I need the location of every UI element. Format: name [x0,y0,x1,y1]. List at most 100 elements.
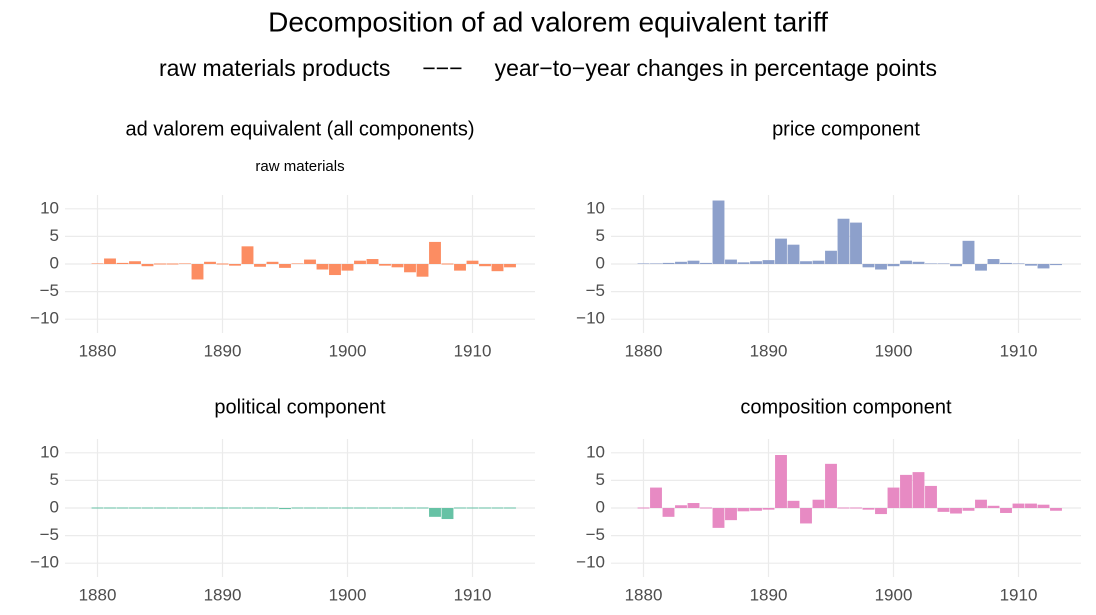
x-tick-label: 1910 [454,341,492,360]
y-tick-label: 5 [596,470,605,489]
bar [404,264,416,273]
bar [504,507,516,509]
bar [687,503,700,508]
bar [1037,264,1050,269]
bar [662,262,675,264]
bar [987,505,1000,508]
y-tick-label: −5 [586,525,605,544]
bar [266,261,279,264]
bar [166,263,179,265]
y-tick-label: 5 [50,470,59,489]
bar [987,259,1000,264]
bar [316,264,329,270]
chart-subtitle: raw materials products −−− year−to−year … [159,55,937,81]
bar [975,499,987,508]
bar [379,507,391,509]
x-tick-label: 1910 [454,585,492,604]
bar [1025,264,1037,266]
y-tick-label: −5 [40,281,59,300]
bar [662,508,675,517]
chart-title: Decomposition of ad valorem equivalent t… [268,6,828,37]
bar [354,260,366,264]
bar [316,507,329,509]
bar [404,507,416,509]
bar [925,485,937,508]
bar [441,263,454,265]
bar [491,507,504,509]
bar [875,508,887,515]
bar [279,264,291,268]
bar [712,508,725,528]
bar [104,258,116,264]
bar [204,507,216,509]
bar [1050,264,1062,266]
bar [962,508,975,511]
y-tick-label: 0 [50,253,59,272]
bar [491,264,504,272]
panel-title: ad valorem equivalent (all components) [125,118,474,140]
bar [241,246,254,264]
y-tick-label: 5 [596,226,605,245]
x-tick-label: 1890 [750,341,788,360]
bar [887,264,900,267]
x-tick-label: 1880 [625,585,663,604]
bar [341,264,354,271]
bar [304,507,316,509]
x-tick-label: 1900 [329,585,367,604]
y-tick-label: 10 [586,198,605,217]
bar [391,264,404,268]
bar [812,260,825,264]
y-tick-label: 5 [50,226,59,245]
bar [787,500,800,508]
bar [479,264,491,267]
bar [725,259,737,264]
bar [1025,503,1037,508]
y-tick-label: −5 [40,525,59,544]
bar [141,264,154,267]
bar [950,508,962,514]
bar [266,507,279,509]
bar [454,264,466,271]
bar [454,507,466,509]
bar [737,262,750,264]
y-tick-label: 0 [596,497,605,516]
bar [216,263,229,265]
bar [812,499,825,508]
bar [179,263,191,264]
bar [391,507,404,509]
bar [479,507,491,509]
bar [687,260,700,264]
panel-subtitle: raw materials [255,158,344,175]
bar [750,261,762,264]
bar [700,262,712,264]
bar [875,264,887,270]
bar [416,507,429,509]
bar [800,261,812,264]
bar [379,264,391,266]
bar [204,261,216,264]
bar [912,472,925,508]
x-tick-label: 1880 [79,341,117,360]
bar [937,263,950,264]
bar [329,264,341,276]
bar [91,507,104,509]
bar [254,264,266,267]
bar [366,507,379,509]
bar [712,200,725,264]
bar [750,508,762,511]
bar [900,260,912,264]
bar [466,260,479,264]
x-tick-label: 1890 [204,585,242,604]
bar [129,261,141,264]
bar [116,507,129,509]
bar [116,262,129,264]
bar [787,244,800,264]
bar [191,507,204,509]
bar [737,508,750,512]
bar [241,507,254,509]
bar [1050,508,1062,511]
bar [850,507,862,509]
y-tick-label: 10 [40,198,59,217]
y-tick-label: 0 [596,253,605,272]
